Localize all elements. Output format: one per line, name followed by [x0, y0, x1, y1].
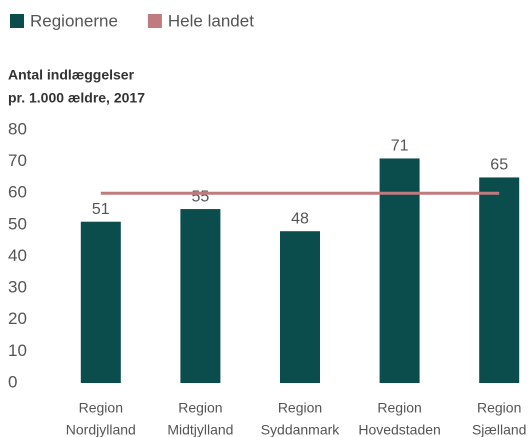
- y-tick-label: 20: [8, 309, 27, 328]
- bar: [180, 209, 221, 383]
- x-tick-label: Region: [477, 400, 521, 416]
- legend-label: Regionerne: [30, 11, 118, 30]
- x-tick-label: Hovedstaden: [358, 422, 441, 437]
- x-tick-label: Region: [278, 400, 322, 416]
- x-tick-label: Region: [377, 400, 421, 416]
- y-tick-label: 80: [8, 119, 27, 138]
- x-tick-label: Region: [79, 400, 123, 416]
- legend-label: Hele landet: [168, 11, 254, 30]
- y-tick-label: 30: [8, 278, 27, 297]
- data-label: 65: [490, 157, 508, 174]
- legend-swatch: [147, 14, 162, 28]
- bar: [80, 221, 121, 383]
- y-tick-label: 0: [8, 372, 17, 391]
- x-tick-label: Sjælland: [472, 422, 526, 437]
- legend-swatch: [10, 14, 24, 28]
- data-label: 55: [192, 188, 210, 205]
- data-label: 71: [391, 138, 409, 155]
- x-tick-label: Midtjylland: [167, 422, 233, 437]
- y-tick-label: 10: [8, 341, 27, 360]
- axis-title: Antal indlæggelser: [8, 67, 135, 83]
- bar: [379, 158, 420, 383]
- y-tick-label: 70: [8, 151, 27, 170]
- x-tick-label: Region: [178, 400, 222, 416]
- x-tick-label: Syddanmark: [261, 422, 341, 437]
- y-tick-label: 60: [8, 183, 27, 202]
- bar: [479, 177, 520, 383]
- data-label: 51: [92, 201, 110, 218]
- y-tick-label: 40: [8, 246, 27, 265]
- data-label: 48: [291, 210, 309, 227]
- axis-title: pr. 1.000 ældre, 2017: [8, 90, 145, 106]
- x-tick-label: Nordjylland: [66, 422, 136, 437]
- y-tick-label: 50: [8, 214, 27, 233]
- bar: [280, 231, 320, 383]
